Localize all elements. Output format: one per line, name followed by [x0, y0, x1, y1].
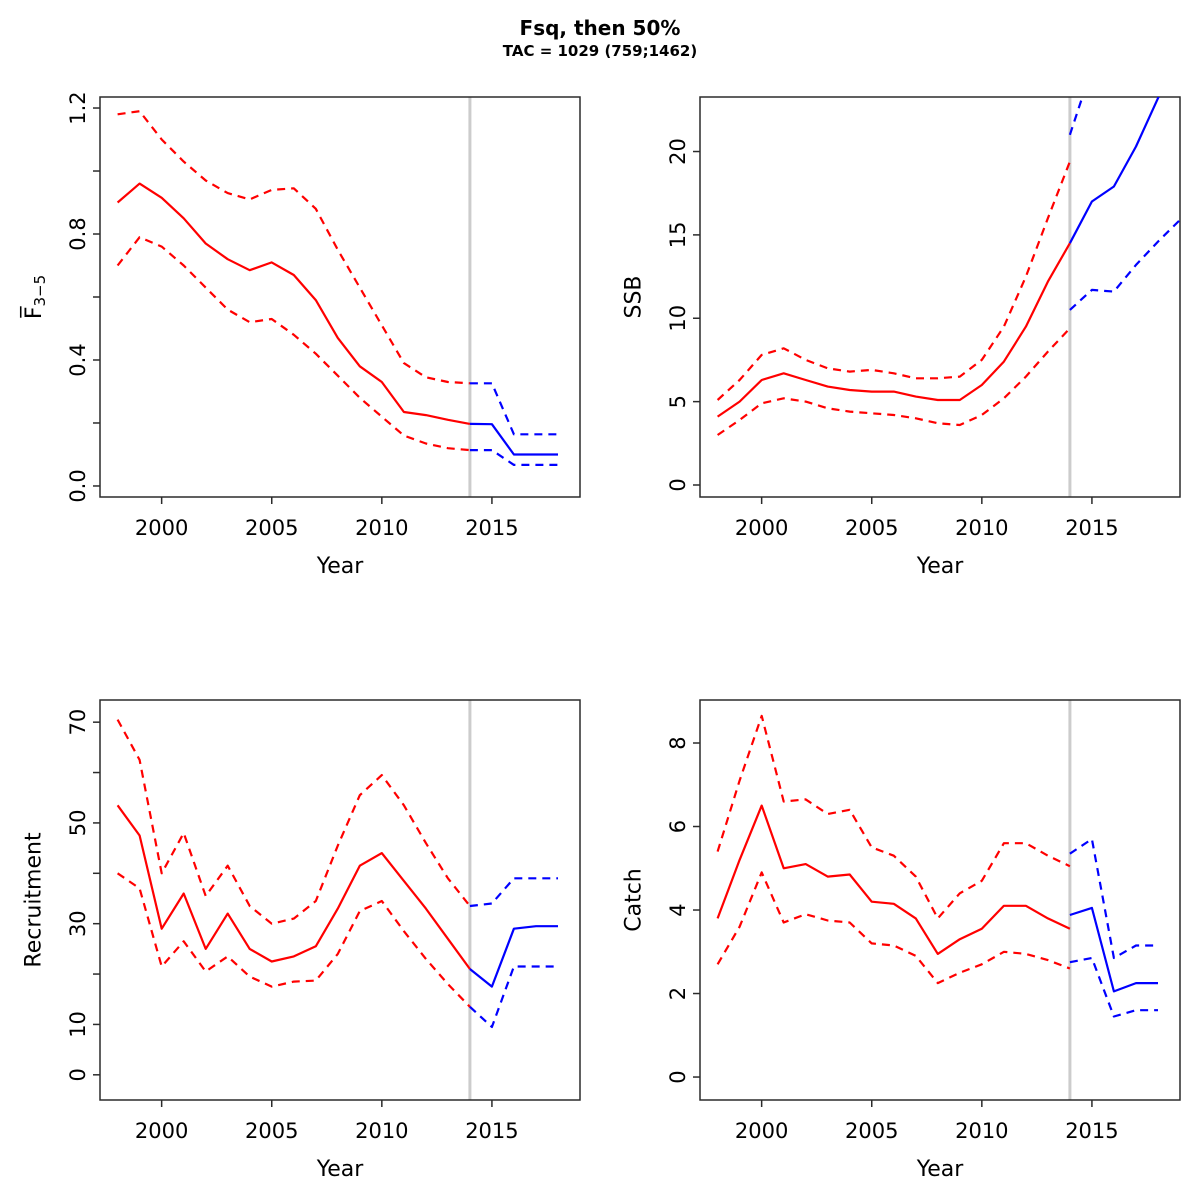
fbar-projection-median-line: [469, 422, 558, 456]
fbar-projection-upper-ci-line: [469, 382, 558, 436]
catch-y-tick-label: 6: [666, 820, 690, 833]
recruitment-x-tick-label: 2015: [465, 1119, 518, 1143]
catch-x-tick-label: 2005: [845, 1119, 898, 1143]
recruitment-projection-upper-ci-line: [469, 877, 558, 908]
catch-frame: [699, 699, 1181, 1101]
recruitment-y-tick-label: 30: [66, 910, 90, 937]
ssb-frame: [699, 96, 1181, 498]
catch-projection-median-line: [1069, 906, 1158, 993]
fbar-x-tick-label: 2005: [245, 516, 298, 540]
catch-y-axis-label: Catch: [622, 868, 647, 932]
panel-catch: 2000 2005 2010 2015 0 2 4 6 8 Year Catch: [622, 699, 1181, 1182]
recruitment-y-axis-label: Recruitment: [22, 832, 47, 968]
recruitment-frame: [99, 699, 581, 1101]
ssb-y-tick-label: 5: [666, 395, 690, 408]
fbar-x-tick-label: 2010: [355, 516, 408, 540]
recruitment-historical-lower-ci-line: [116, 872, 471, 1008]
title-block: Fsq, then 50% TAC = 1029 (759;1462): [0, 16, 1200, 62]
catch-historical-upper-ci-line: [716, 714, 1071, 920]
catch-x-tick-label: 2015: [1065, 1119, 1118, 1143]
fbar-historical-lower-ci-line: [116, 236, 470, 452]
ssb-projection-lower-ci-line: [1069, 219, 1180, 311]
ssb-y-axis-label: SSB: [622, 275, 647, 318]
catch-y-tick-label: 8: [666, 736, 690, 749]
ssb-y-tick-label: 15: [666, 222, 690, 249]
panel-ssb: 2000 2005 2010 2015 0 5 10 15 20 Year SSB: [622, 96, 1181, 579]
ssb-historical-lower-ci-line: [716, 327, 1071, 436]
recruitment-x-axis-label: Year: [316, 1157, 365, 1182]
catch-x-axis-label: Year: [916, 1157, 965, 1182]
panel-recruitment: 2000 2005 2010 2015 0 10 30 50 70 Year Recruitment: [22, 699, 581, 1182]
catch-historical-median-line: [716, 804, 1071, 955]
recruitment-x-tick-label: 2000: [135, 1119, 188, 1143]
fbar-y-tick-label: 1.2: [66, 91, 90, 124]
recruitment-y-tick-label: 70: [66, 709, 90, 736]
figure-subtitle: TAC = 1029 (759;1462): [502, 42, 698, 60]
ssb-projection-upper-ci-line: [1068, 97, 1084, 136]
catch-y-tick-label: 2: [666, 987, 690, 1000]
recruitment-projection-median-line: [469, 925, 558, 988]
catch-y-tick-label: 4: [666, 903, 690, 916]
ssb-y-tick-label: 20: [666, 138, 690, 165]
fbar-historical-upper-ci-line: [117, 110, 470, 385]
catch-x-tick-label: 2000: [735, 1119, 788, 1143]
ssb-series-group: [716, 97, 1180, 436]
ssb-x-axis-label: Year: [916, 554, 965, 579]
ssb-x-tick-label: 2010: [955, 516, 1008, 540]
catch-projection-upper-ci-line: [1069, 837, 1158, 960]
fbar-x-axis-label: Year: [316, 554, 365, 579]
fbar-x-tick-label: 2015: [465, 516, 518, 540]
fbar-projection-lower-ci-line: [469, 449, 558, 466]
recruitment-projection-lower-ci-line: [469, 965, 558, 1029]
ssb-historical-upper-ci-line: [716, 161, 1071, 401]
fbar-y-tick-label: 0.0: [66, 469, 90, 502]
panel-fbar: 2000 2005 2010 2015 0.0 0.4 0.8 1.2 Year F̅3−5: [19, 91, 581, 579]
ssb-y-tick-label: 0: [666, 478, 690, 491]
catch-series-group: [716, 714, 1158, 1018]
catch-y-tick-label: 0: [666, 1070, 690, 1083]
recruitment-x-tick-label: 2010: [355, 1119, 408, 1143]
recruitment-series-group: [116, 719, 558, 1029]
ssb-x-tick-label: 2000: [735, 516, 788, 540]
recruitment-y-tick-label: 50: [66, 810, 90, 837]
ssb-projection-median-line: [1068, 97, 1160, 244]
fbar-x-tick-label: 2000: [135, 516, 188, 540]
fbar-frame: [99, 96, 581, 498]
ssb-x-tick-label: 2005: [845, 516, 898, 540]
fbar-y-tick-label: 0.8: [66, 217, 90, 250]
fbar-historical-median-line: [116, 182, 471, 425]
recruitment-y-tick-label: 0: [66, 1068, 90, 1081]
fbar-y-tick-label: 0.4: [66, 343, 90, 376]
ssb-y-tick-label: 10: [666, 305, 690, 332]
catch-historical-lower-ci-line: [716, 871, 1071, 985]
catch-projection-lower-ci-line: [1069, 956, 1158, 1018]
recruitment-x-tick-label: 2005: [245, 1119, 298, 1143]
fbar-series-group: [116, 110, 558, 466]
fbar-y-axis-label: F̅3−5: [19, 275, 49, 319]
recruitment-historical-median-line: [116, 804, 471, 970]
recruitment-historical-upper-ci-line: [116, 719, 471, 925]
ssb-historical-median-line: [716, 242, 1071, 418]
figure-title: Fsq, then 50%: [519, 16, 681, 40]
catch-x-tick-label: 2010: [955, 1119, 1008, 1143]
ssb-x-tick-label: 2015: [1065, 516, 1118, 540]
recruitment-y-tick-label: 10: [66, 1011, 90, 1038]
